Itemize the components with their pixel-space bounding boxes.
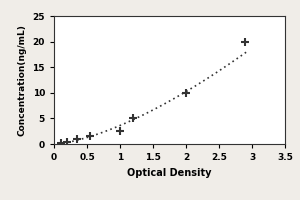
X-axis label: Optical Density: Optical Density bbox=[127, 168, 212, 178]
Y-axis label: Concentration(ng/mL): Concentration(ng/mL) bbox=[18, 24, 27, 136]
